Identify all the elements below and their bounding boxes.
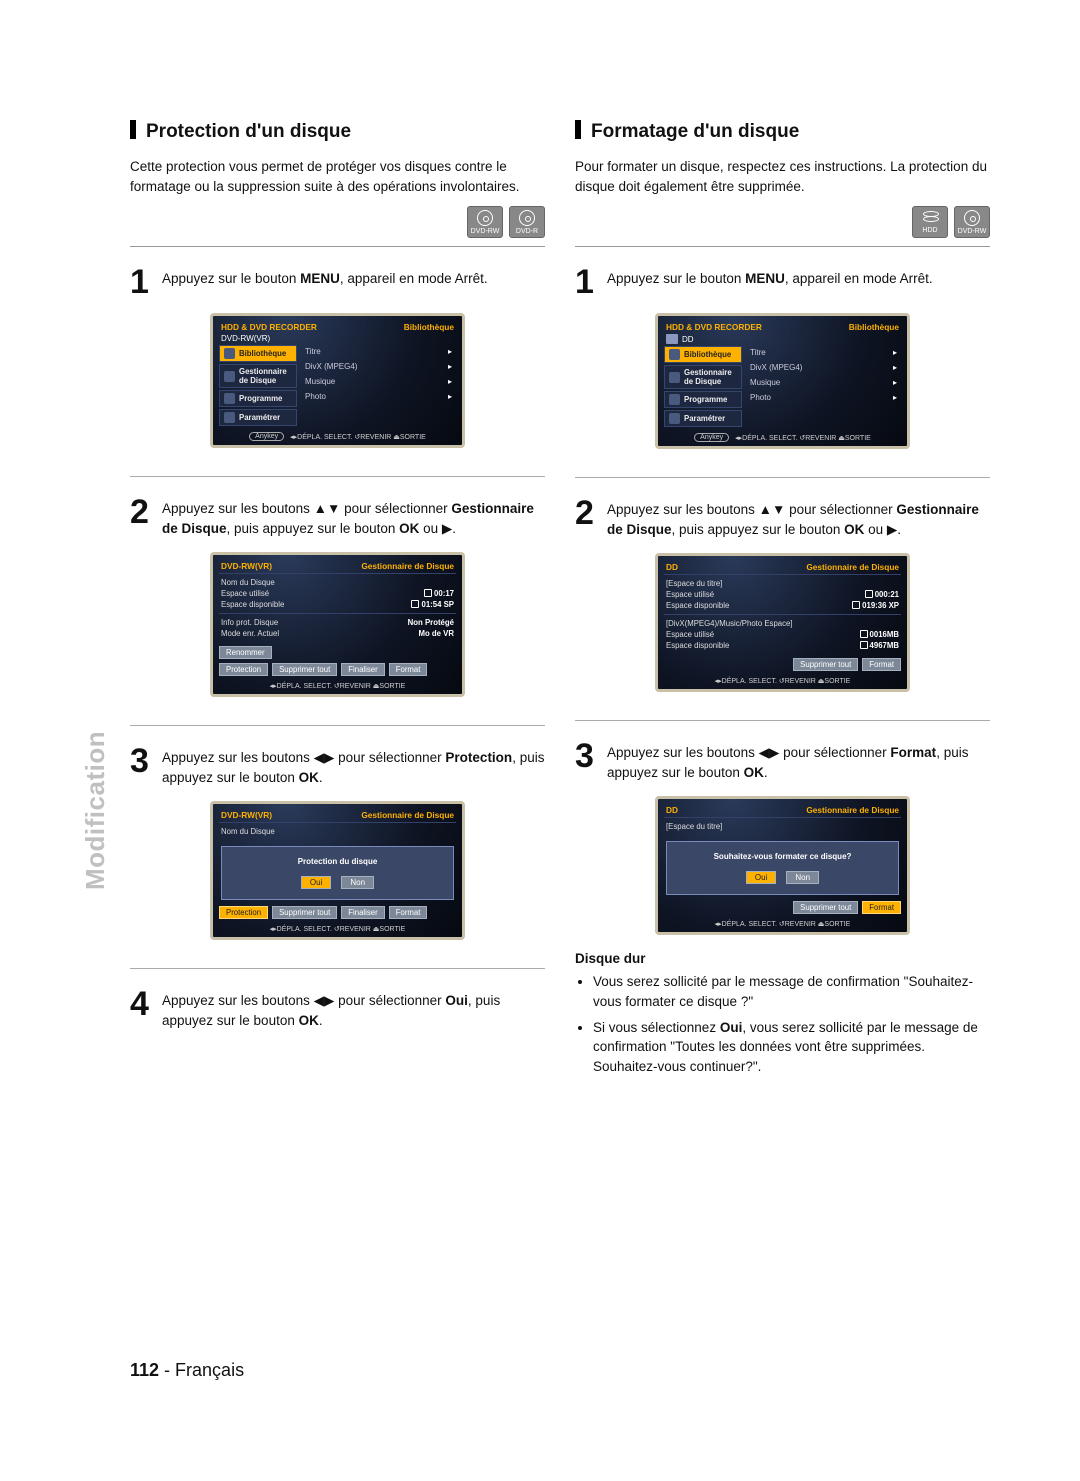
btn-renommer[interactable]: Renommer (219, 646, 272, 659)
step-text: Appuyez sur les boutons ◀▶ pour sélectio… (607, 739, 990, 782)
hdd-small-icon (666, 334, 678, 344)
left-screen1: HDD & DVD RECORDERBibliothèque DVD-RW(VR… (210, 313, 465, 448)
right-media-icons: HDD DVD-RW (575, 206, 990, 238)
menu-parametrer[interactable]: Paramétrer (664, 410, 742, 427)
step-text: Appuyez sur les boutons ▲▼ pour sélectio… (607, 496, 990, 539)
left-intro: Cette protection vous permet de protéger… (130, 157, 545, 196)
menu-gestionnaire[interactable]: Gestionnaire de Disque (219, 364, 297, 388)
left-media-icons: DVD-RW DVD-R (130, 206, 545, 238)
right-screen2: DD Gestionnaire de Disque [Espace du tit… (655, 553, 910, 692)
rule (575, 246, 990, 247)
rule (130, 725, 545, 726)
dialog-non[interactable]: Non (786, 871, 819, 884)
btn-format[interactable]: Format (389, 906, 428, 919)
left-title: Protection d'un disque (130, 120, 545, 143)
btn-protection[interactable]: Protection (219, 663, 268, 676)
step-text: Appuyez sur les boutons ◀▶ pour sélectio… (162, 744, 545, 787)
menu-bibliotheque[interactable]: Bibliothèque (664, 346, 742, 363)
page-footer: 112 - Français (130, 1360, 244, 1381)
step-number: 2 (130, 495, 152, 529)
anykey-pill: Anykey (249, 432, 284, 441)
opt-musique[interactable]: Musique▸ (746, 376, 901, 389)
dvd-r-icon: DVD-R (509, 206, 545, 238)
step-number: 1 (130, 265, 152, 299)
rule (130, 968, 545, 969)
right-screen1: HDD & DVD RECORDERBibliothèque DD Biblio… (655, 313, 910, 449)
rule (575, 720, 990, 721)
btn-supprimer[interactable]: Supprimer tout (793, 658, 858, 671)
right-step2: 2 Appuyez sur les boutons ▲▼ pour sélect… (575, 496, 990, 539)
right-title: Formatage d'un disque (575, 120, 990, 143)
left-step1: 1 Appuyez sur le bouton MENU, appareil e… (130, 265, 545, 299)
left-step2: 2 Appuyez sur les boutons ▲▼ pour sélect… (130, 495, 545, 538)
step-number: 1 (575, 265, 597, 299)
two-column-layout: Protection d'un disque Cette protection … (130, 120, 990, 1082)
disque-dur-heading: Disque dur (575, 951, 990, 966)
menu-bibliotheque[interactable]: Bibliothèque (219, 345, 297, 362)
opt-divx[interactable]: DivX (MPEG4)▸ (301, 360, 456, 373)
left-screen3: DVD-RW(VR)Gestionnaire de Disque Nom du … (210, 801, 465, 940)
btn-format[interactable]: Format (389, 663, 428, 676)
opt-photo[interactable]: Photo▸ (301, 390, 456, 403)
rule (130, 476, 545, 477)
dvd-rw-icon: DVD-RW (954, 206, 990, 238)
btn-supprimer[interactable]: Supprimer tout (272, 663, 337, 676)
btn-supprimer[interactable]: Supprimer tout (272, 906, 337, 919)
btn-finaliser[interactable]: Finaliser (341, 663, 384, 676)
list-item: Si vous sélectionnez Oui, vous serez sol… (593, 1018, 990, 1077)
step-number: 4 (130, 987, 152, 1021)
dvd-rw-icon: DVD-RW (467, 206, 503, 238)
left-step4: 4 Appuyez sur les boutons ◀▶ pour sélect… (130, 987, 545, 1030)
right-screen3: DD Gestionnaire de Disque [Espace du tit… (655, 796, 910, 935)
step-text: Appuyez sur les boutons ◀▶ pour sélectio… (162, 987, 545, 1030)
step-number: 3 (130, 744, 152, 778)
left-screen2: DVD-RW(VR)Gestionnaire de Disque Nom du … (210, 552, 465, 697)
anykey-pill: Anykey (694, 433, 729, 442)
disque-dur-list: Vous serez sollicité par le message de c… (593, 972, 990, 1076)
btn-protection[interactable]: Protection (219, 906, 268, 919)
step-number: 3 (575, 739, 597, 773)
left-step3: 3 Appuyez sur les boutons ◀▶ pour sélect… (130, 744, 545, 787)
protection-dialog: Protection du disque Oui Non (221, 846, 454, 900)
step-text: Appuyez sur le bouton MENU, appareil en … (162, 265, 488, 289)
right-step1: 1 Appuyez sur le bouton MENU, appareil e… (575, 265, 990, 299)
format-dialog: Souhaitez-vous formater ce disque? Oui N… (666, 841, 899, 895)
right-column: Formatage d'un disque Pour formater un d… (575, 120, 990, 1082)
step-number: 2 (575, 496, 597, 530)
menu-programme[interactable]: Programme (219, 390, 297, 407)
btn-supprimer[interactable]: Supprimer tout (793, 901, 858, 914)
hdd-icon: HDD (912, 206, 948, 238)
step-text: Appuyez sur les boutons ▲▼ pour sélectio… (162, 495, 545, 538)
right-intro: Pour formater un disque, respectez ces i… (575, 157, 990, 196)
opt-divx[interactable]: DivX (MPEG4)▸ (746, 361, 901, 374)
menu-programme[interactable]: Programme (664, 391, 742, 408)
opt-musique[interactable]: Musique▸ (301, 375, 456, 388)
menu-parametrer[interactable]: Paramétrer (219, 409, 297, 426)
btn-format[interactable]: Format (862, 658, 901, 671)
dialog-oui[interactable]: Oui (746, 871, 776, 884)
btn-finaliser[interactable]: Finaliser (341, 906, 384, 919)
menu-gestionnaire[interactable]: Gestionnaire de Disque (664, 365, 742, 389)
section-tab: Modification (80, 731, 111, 890)
right-step3: 3 Appuyez sur les boutons ◀▶ pour sélect… (575, 739, 990, 782)
btn-format[interactable]: Format (862, 901, 901, 914)
rule (575, 477, 990, 478)
opt-photo[interactable]: Photo▸ (746, 391, 901, 404)
left-column: Protection d'un disque Cette protection … (130, 120, 545, 1082)
opt-titre[interactable]: Titre▸ (746, 346, 901, 359)
dialog-oui[interactable]: Oui (301, 876, 331, 889)
opt-titre[interactable]: Titre▸ (301, 345, 456, 358)
list-item: Vous serez sollicité par le message de c… (593, 972, 990, 1011)
step-text: Appuyez sur le bouton MENU, appareil en … (607, 265, 933, 289)
rule (130, 246, 545, 247)
dialog-non[interactable]: Non (341, 876, 374, 889)
